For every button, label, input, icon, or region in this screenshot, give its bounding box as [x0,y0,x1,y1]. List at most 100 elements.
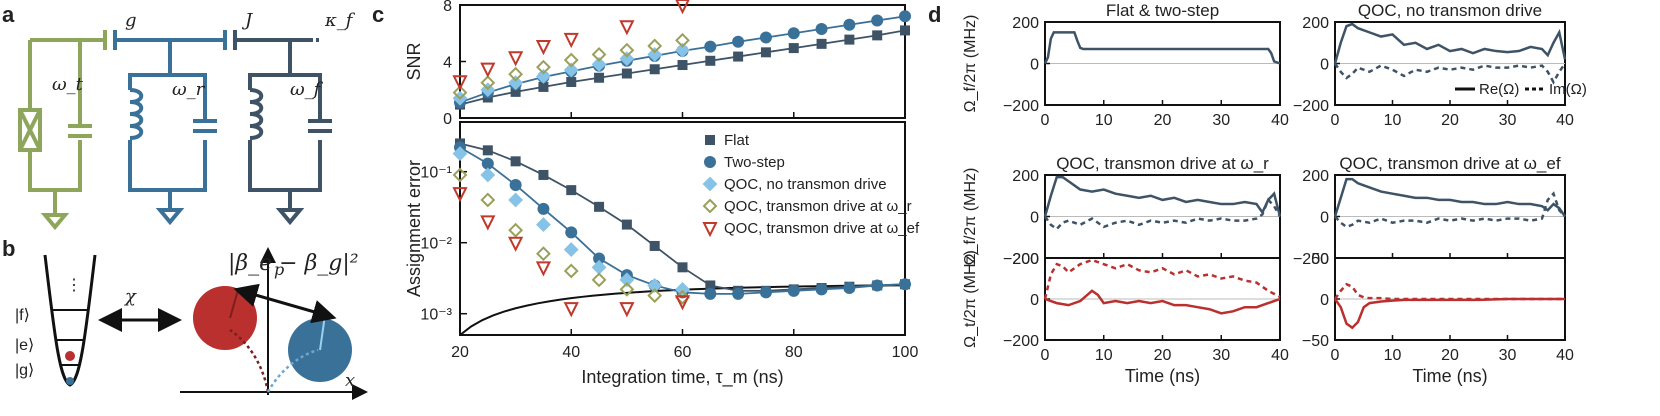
pulse-series-line [1043,31,1281,65]
snr-point [563,32,579,49]
error-point [593,252,606,265]
error-point [843,282,856,295]
pulse-series-line [1043,258,1281,300]
panel-label-c: c [372,2,384,27]
error-ytick-label: 10⁻³ [420,307,452,324]
pulse-xtick-label: 0 [1041,112,1050,129]
error-chart: 10⁻¹ 10⁻² 10⁻³ 20 40 60 80 100 Assignment error I… [404,121,920,388]
snr-ylabel: SNR [404,42,424,80]
pulse-xtick-label: 40 [1271,112,1289,129]
pulse-ytick-label: 0 [1030,292,1039,309]
error-point [591,259,607,275]
pulse-xtick-label: 30 [1499,347,1517,364]
omega-t-label: ω_t [52,74,84,95]
snr-point [675,42,690,58]
snr-point [480,75,496,91]
error-point [480,167,496,183]
pulse-xtick-label: 10 [1095,112,1113,129]
error-point [647,278,663,293]
error-point [705,280,716,291]
error-point [563,263,579,279]
pulse-ytick-label: 0 [1320,292,1329,309]
pulse-chart-qoc-wef: 200 0 −200 QOC, transmon drive at ω_ef [1293,154,1567,268]
error-legend-label: Flat [724,132,750,149]
kappa-label: κ_f [324,10,356,31]
error-point [647,288,663,303]
error-point [563,242,579,257]
pulse-series-line [1333,297,1565,330]
phase-space [180,247,368,400]
error-point [871,279,884,292]
error-legend-marker [702,176,718,192]
error-legend-marker [704,156,716,168]
snr-point [704,40,717,53]
pulse-legend-label: Im(Ω) [1549,81,1587,98]
chi-label: χ [123,286,137,307]
snr-point [619,42,635,58]
panel-label-a: a [2,2,15,27]
pulse-xtick-label: 40 [1271,347,1289,364]
pulse-xtick-label: 10 [1384,347,1402,364]
error-point [621,219,632,230]
snr-point [843,18,856,31]
error-xtick-label: 20 [451,344,469,361]
snr-point [619,20,635,36]
error-point [508,192,524,208]
error-xtick-label: 100 [892,344,919,361]
error-point [480,192,496,208]
snr-point [900,25,910,36]
pulse-ytick-label: −200 [1003,98,1039,115]
error-point [677,262,688,273]
snr-point [787,27,800,40]
snr-point [621,68,632,79]
snr-point [591,56,607,72]
snr-point [677,60,688,71]
error-xlabel: Integration time, τ_m (ns) [581,367,783,388]
pulse-title: QOC, transmon drive at ω_r [1056,154,1269,173]
snr-point [510,86,521,97]
error-point [649,240,660,251]
snr-point [705,55,716,66]
error-point [704,287,717,300]
snr-point [452,85,468,100]
pulse-ytick-label: 0 [1030,57,1039,74]
snr-point [732,35,745,48]
pulse-ytick-label: 200 [1302,15,1329,32]
snr-point [816,38,827,49]
pulse-ytick-label: 0 [1320,210,1329,227]
error-point [899,278,911,291]
pulse-series-line [1333,282,1565,301]
pulse-series-line [1333,22,1567,64]
pulse-xtick-label: 30 [1499,112,1517,129]
error-point [452,146,468,161]
pulse-xtick-label: 0 [1041,347,1050,364]
pulse-ytick-label: 200 [1012,251,1039,268]
error-legend-label: Two-step [724,154,785,171]
pulse-xtick-label: 0 [1331,347,1340,364]
snr-point [536,68,551,84]
snr-point [675,32,690,48]
pulse-series-line [1044,289,1281,315]
error-point [536,217,551,232]
snr-ytick-label: 8 [443,0,452,15]
transmon-circuit [18,30,107,231]
error-point [563,302,579,318]
error-point [674,295,691,311]
error-point [591,272,607,288]
error-point [480,215,496,231]
snr-point [872,30,883,41]
snr-point [815,23,828,36]
error-point [537,202,550,215]
pulse-ytick-label: 200 [1012,168,1039,185]
error-point [482,145,493,156]
error-point [759,286,772,299]
coupling-J-label: J [241,10,254,31]
pulse-ytick-label: 200 [1302,168,1329,185]
coupling-g-label: g [125,10,137,31]
error-point [538,169,549,180]
error-point [536,246,551,262]
error-legend-label: QOC, transmon drive at ω_ef [724,220,920,237]
snr-point [647,47,663,62]
pulse-xlabel: Time (ns) [1412,366,1487,386]
